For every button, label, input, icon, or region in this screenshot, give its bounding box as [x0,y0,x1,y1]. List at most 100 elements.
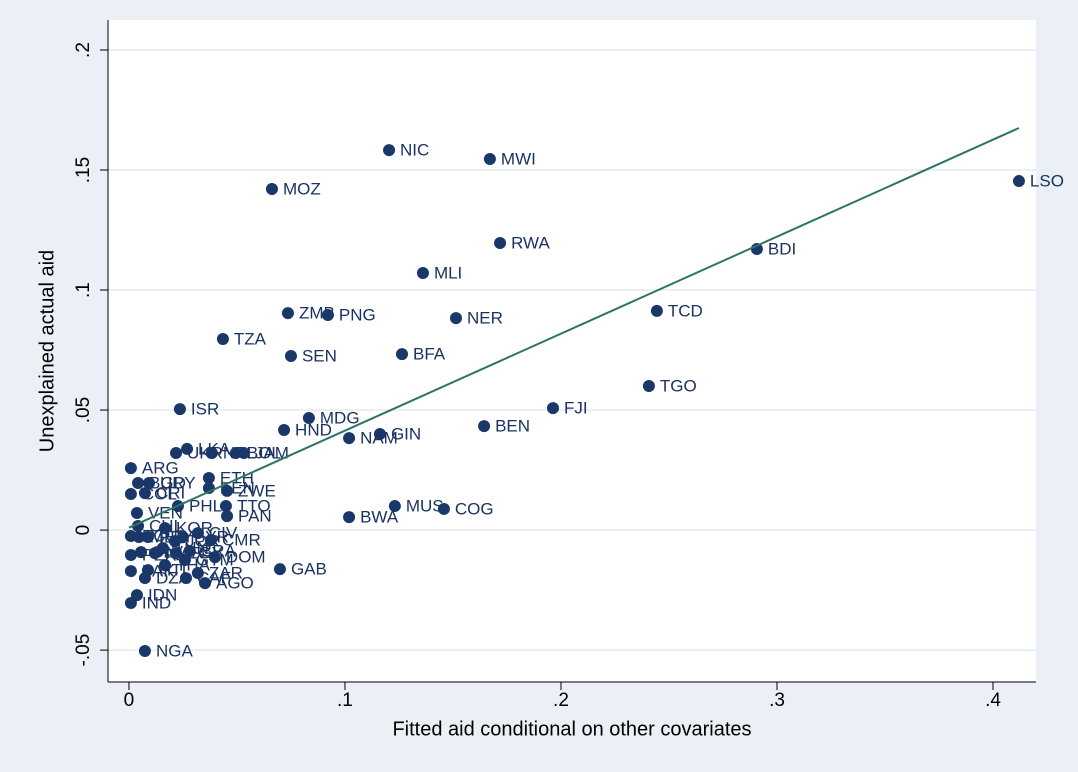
point-label: ZAR [209,564,243,583]
point [170,447,183,460]
point-label: BEN [495,417,530,436]
point [179,572,192,585]
plot-area [108,20,1036,682]
point-label: NER [467,309,503,328]
point-label: DZA [156,569,191,588]
point [124,488,137,501]
point [141,564,154,577]
point [191,567,204,580]
point-label: ISR [191,400,219,419]
point [546,402,559,415]
point [183,545,196,558]
point-label: NIC [400,141,429,160]
point-label: TGO [660,377,697,396]
y-tick-label: .15 [73,157,94,183]
point [202,471,215,484]
point-label: COL [142,485,177,504]
point [198,577,211,590]
point-label: HND [295,420,332,439]
point-label: MOZ [283,179,321,198]
point-label: BOL [247,443,281,462]
y-tick-label: .05 [73,397,94,423]
point [143,477,156,490]
point [383,144,396,157]
point-label: BDI [768,239,796,258]
point-label: JAM [255,443,289,462]
point [205,534,218,547]
point-label: IND [142,594,171,613]
point [170,547,183,560]
point [132,477,145,490]
point-label: ARG [142,459,179,478]
point [281,307,294,320]
point-label: ZWE [238,481,276,500]
point-label: SEN [302,347,337,366]
x-tick-label: .3 [769,690,785,711]
point-label: RWA [511,233,550,252]
point-label: PAN [238,507,272,526]
point-label: NGA [156,642,194,661]
point [273,563,286,576]
point [478,420,491,433]
point-label: BGD [149,474,186,493]
y-tick-label: .2 [73,42,94,58]
point [388,500,401,513]
point-label: FJI [564,399,588,418]
point-label: GAB [291,560,327,579]
y-tick-label: .1 [73,282,94,298]
point-label: MWI [501,149,536,168]
point [321,308,334,321]
point [483,152,496,165]
point-label: BWA [360,508,399,527]
x-axis-title: Fitted aid conditional on other covariat… [392,718,751,740]
point [302,411,315,424]
point-label: TTO [237,497,271,516]
x-tick-label: .2 [553,690,569,711]
point-label: CMR [222,531,261,550]
point [191,527,204,540]
point-label: BFA [413,345,446,364]
x-tick-label: .1 [337,690,353,711]
point [173,403,186,416]
point [124,462,137,475]
point-label: LSO [1030,172,1064,191]
point [416,266,429,279]
point [216,332,229,345]
point [138,487,151,500]
y-axis-title: Unexplained actual aid [36,250,58,452]
point [124,565,137,578]
point-label: PNG [339,305,376,324]
point [159,559,172,572]
point [395,348,408,361]
point [265,182,278,195]
point-label: TZA [234,329,267,348]
point [450,312,462,325]
point-label: CRI [156,484,185,503]
point-label: DOM [226,548,266,567]
point-label: MLI [434,263,462,282]
point [219,500,232,513]
point [205,447,218,460]
point [237,447,250,460]
point [156,542,169,555]
point [181,442,194,455]
point [343,511,356,524]
point [135,546,148,559]
point [650,304,663,317]
point [132,531,145,544]
point [373,428,386,441]
point [138,645,151,658]
point [437,502,450,515]
point [221,510,234,523]
y-tick-label: 0 [73,525,94,536]
y-tick-label: -.05 [73,634,94,667]
point [130,507,143,520]
point-label: MUS [406,497,444,516]
point [284,350,297,363]
point [159,522,172,535]
point [176,531,189,544]
fit-line [128,127,1020,529]
point-label: GIN [391,425,421,444]
point [208,551,221,564]
point-label: AGO [216,574,254,593]
